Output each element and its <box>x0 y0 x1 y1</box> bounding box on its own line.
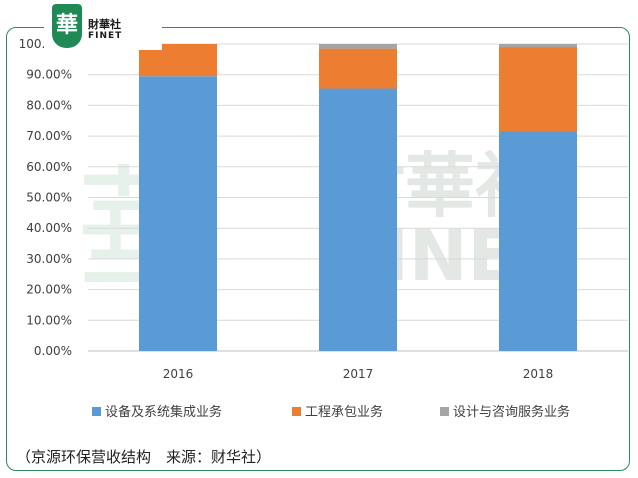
y-tick-label: 50.00% <box>26 191 72 205</box>
source-note: （京源环保营收结构 来源：财华社） <box>16 448 272 466</box>
bar-2018-series-1 <box>499 47 577 132</box>
legend-swatch <box>92 407 101 416</box>
bars <box>139 44 577 352</box>
bar-2017-series-2 <box>319 44 397 49</box>
legend-swatch <box>440 407 449 416</box>
x-tick-label: 2017 <box>343 367 374 381</box>
legend-label: 工程承包业务 <box>305 404 383 420</box>
y-tick-label: 90.00% <box>26 68 72 82</box>
finet-logo: 華 財華社 FINET <box>44 4 162 50</box>
x-tick-label: 2018 <box>523 367 554 381</box>
y-tick-label: 40.00% <box>26 221 72 235</box>
bar-2017-series-1 <box>319 48 397 89</box>
y-tick-label: 70.00% <box>26 129 72 143</box>
y-tick-label: 30.00% <box>26 252 72 266</box>
y-axis: 0.00% 10.00% 20.00% 30.00% 40.00% 50.00% 60.00… <box>19 37 72 358</box>
y-tick-label: 60.00% <box>26 160 72 174</box>
legend-label: 设计与咨询服务业务 <box>453 404 570 420</box>
y-tick-label: 10.00% <box>26 313 72 327</box>
bar-2018-series-2 <box>499 44 577 48</box>
bar-2018-series-0 <box>499 131 577 351</box>
y-tick-label: 0.00% <box>34 344 72 358</box>
legend-swatch <box>292 407 301 416</box>
x-axis: 2016 2017 2018 <box>163 367 554 381</box>
chart-frame <box>6 27 630 471</box>
logo-en-text: FINET <box>88 31 123 41</box>
legend-label: 设备及系统集成业务 <box>105 404 222 420</box>
bar-2016-series-0 <box>139 76 217 352</box>
y-tick-label: 20.00% <box>26 283 72 297</box>
logo-mark: 華 <box>52 4 82 48</box>
x-tick-label: 2016 <box>163 367 194 381</box>
logo-cn-text: 財華社 <box>88 18 121 31</box>
legend: 设备及系统集成业务 工程承包业务 设计与咨询服务业务 <box>92 404 570 420</box>
y-tick-label: 80.00% <box>26 98 72 112</box>
bar-2017-series-0 <box>319 88 397 351</box>
